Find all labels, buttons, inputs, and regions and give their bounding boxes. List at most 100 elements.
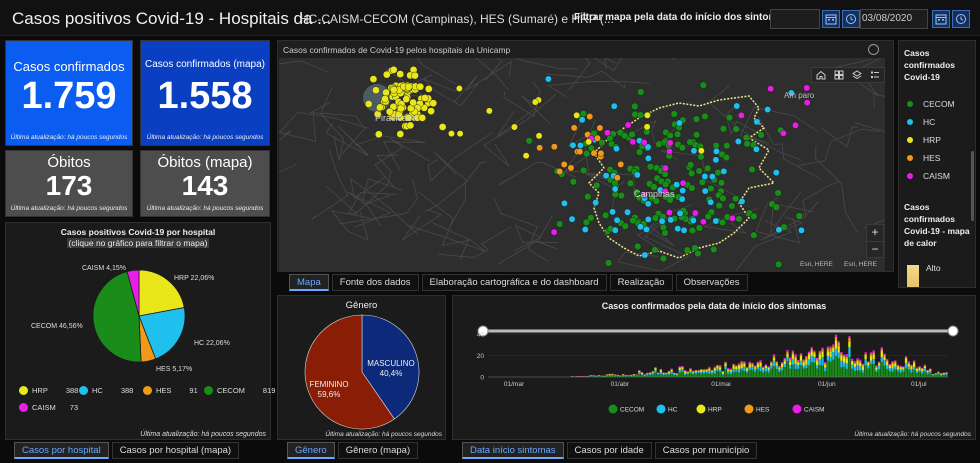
bar-segment (673, 373, 676, 374)
bar-segment (764, 366, 768, 369)
bar-segment (942, 373, 945, 375)
bar-segment (659, 369, 663, 371)
tab-fonte-dos-dados[interactable]: Fonte dos dados (331, 274, 419, 291)
map-case-point (733, 102, 741, 110)
bar-segment (759, 361, 762, 363)
gender-tabs: Gênero Gênero (mapa) (287, 442, 419, 459)
bar-segment (718, 371, 722, 377)
bar-segment (665, 374, 668, 377)
tab-observacoes[interactable]: Observações (675, 274, 748, 291)
bar-segment (772, 366, 776, 377)
tab-data-inicio-sintomas[interactable]: Data início sintomas (462, 442, 564, 459)
end-calendar-button[interactable] (932, 10, 950, 28)
bar-segment (815, 361, 819, 366)
tab-mapa[interactable]: Mapa (289, 274, 329, 291)
zoom-out-button[interactable]: − (867, 241, 883, 257)
time-range-start-handle[interactable] (477, 325, 489, 337)
bar-segment (912, 366, 916, 370)
map-case-point (644, 216, 652, 223)
basemap-icon[interactable] (834, 70, 844, 80)
timeline-legend-dot-caism[interactable] (792, 404, 802, 414)
bar-segment (643, 376, 646, 377)
bar-segment (735, 366, 738, 367)
timeline-legend-dot-hc[interactable] (656, 404, 666, 414)
tab-genero[interactable]: Gênero (287, 442, 335, 459)
tab-casos-por-idade[interactable]: Casos por idade (566, 442, 652, 459)
bar-segment (775, 369, 778, 377)
bar-segment (813, 350, 816, 352)
layers-icon[interactable] (852, 70, 862, 80)
map-expand-icon[interactable] (868, 44, 879, 55)
zoom-in-button[interactable]: + (871, 225, 879, 239)
bar-segment (754, 366, 757, 368)
timeline-legend-dot-hrp[interactable] (696, 404, 706, 414)
gender-slice-masculino[interactable] (361, 314, 420, 420)
bar-segment (926, 370, 929, 371)
map-case-point (402, 95, 411, 103)
bar-segment (902, 367, 905, 370)
timeline-chart[interactable]: 0 20 40 01/mar 01/abr 01/mai 01/jun 01/jul CECOM… (453, 312, 977, 432)
bar-segment (848, 336, 851, 338)
map-case-point (723, 142, 731, 150)
bar-segment (681, 371, 684, 377)
bar-segment (859, 370, 862, 377)
home-icon[interactable] (816, 70, 826, 80)
bar-segment (845, 354, 848, 357)
pie-slice-hrp[interactable] (138, 269, 185, 317)
bar-segment (837, 352, 840, 359)
legend-icon[interactable] (870, 70, 880, 80)
map-case-point (695, 224, 703, 232)
map-tabs: Mapa Fonte dos dados Elaboração cartográ… (289, 274, 748, 291)
bar-segment (638, 372, 641, 374)
tab-casos-por-hospital[interactable]: Casos por hospital (14, 442, 109, 459)
timeline-legend-dot-cecom[interactable] (608, 404, 618, 414)
kpi-value: 173 (45, 170, 93, 201)
map-case-point (692, 115, 701, 123)
bar-segment (923, 366, 927, 369)
bar-segment (632, 374, 636, 376)
legend-dot (79, 386, 88, 395)
map-road (483, 93, 556, 167)
bar-segment (910, 369, 913, 373)
legend-item-caism[interactable]: CAISM 73 (19, 403, 78, 412)
bar-segment (789, 361, 792, 366)
legend-item-hrp[interactable]: HRP 388 (19, 386, 78, 395)
legend-scrollbar[interactable] (971, 151, 974, 221)
map-case-point (688, 169, 696, 177)
time-range-end-handle[interactable] (947, 325, 959, 337)
bar-segment (929, 368, 932, 370)
bar-segment (929, 369, 932, 371)
bar-segment (724, 362, 727, 364)
tab-elaboracao[interactable]: Elaboração cartográfica e do dashboard (421, 274, 607, 291)
legend-item-hc[interactable]: HC 388 (79, 386, 133, 395)
hospital-pie-chart[interactable]: HRP 22,06% HC 22,06% HES 5,17% CECOM 46,56%… (6, 253, 272, 383)
pie-filter-hint[interactable]: (clique no gráfico para filtrar o mapa) (6, 238, 270, 248)
start-time-button[interactable] (842, 10, 860, 28)
pie-slice-hc[interactable] (138, 307, 186, 360)
bar-segment (673, 373, 676, 376)
map-case-point (689, 217, 697, 224)
end-time-button[interactable] (952, 10, 970, 28)
bar-segment (789, 359, 792, 362)
pie-slice-caism[interactable] (126, 269, 140, 317)
tab-casos-por-municipio[interactable]: Casos por município (654, 442, 758, 459)
bar-segment (751, 363, 754, 365)
legend-item-hes[interactable]: HES 91 (143, 386, 198, 395)
bar-segment (708, 367, 711, 369)
timeline-legend-dot-hes[interactable] (744, 404, 754, 414)
legend-item-cecom[interactable]: CECOM 819 (204, 386, 275, 395)
pie-slice-cecom[interactable] (92, 271, 142, 363)
tab-genero-mapa[interactable]: Gênero (mapa) (337, 442, 419, 459)
start-calendar-button[interactable] (822, 10, 840, 28)
gender-slice-feminino[interactable] (304, 314, 395, 430)
tab-realizacao[interactable]: Realização (609, 274, 673, 291)
bar-segment (869, 352, 873, 355)
map-canvas[interactable]: Piracicaba Campinas Am paro Esri, HERE E… (279, 58, 885, 271)
tab-casos-por-hospital-mapa[interactable]: Casos por hospital (mapa) (111, 442, 240, 459)
end-date-input[interactable] (860, 9, 928, 29)
bar-segment (775, 365, 778, 370)
map-road (820, 126, 858, 148)
start-date-input[interactable] (770, 9, 820, 29)
map-case-point (701, 112, 709, 120)
